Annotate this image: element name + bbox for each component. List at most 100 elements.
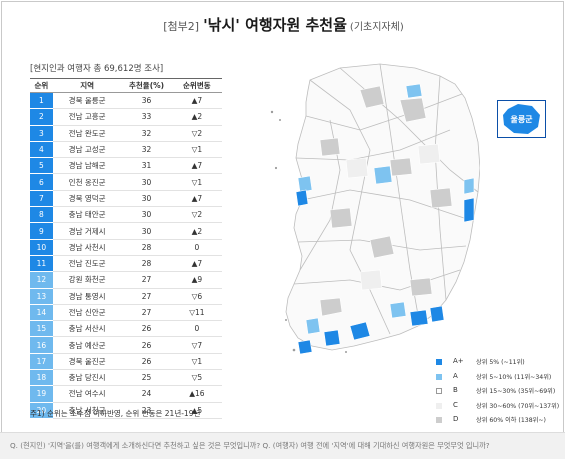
ulleung-inset: 울릉군 [497, 100, 546, 138]
rate-cell: 30 [121, 206, 172, 224]
region-cell: 경북 울진군 [52, 353, 122, 371]
title-suffix: (기초지자체) [349, 22, 404, 33]
rank-cell: 18 [30, 369, 53, 387]
map-region-c [345, 157, 369, 179]
rank-cell: 8 [30, 206, 53, 224]
change-cell: ▲5 [171, 402, 222, 419]
change-cell: ▽11 [171, 304, 222, 322]
rank-cell: 14 [30, 304, 53, 322]
table-row: 20 충남 서천군 23 ▲5 [30, 402, 222, 419]
table-row: 2 전남 고흥군 33 ▲2 [30, 108, 222, 126]
map-region-d [319, 297, 343, 317]
rate-cell: 32 [121, 141, 172, 159]
change-cell: ▽1 [171, 141, 222, 159]
change-cell: ▲7 [171, 157, 222, 175]
map-island [345, 351, 347, 353]
map-region-a [297, 175, 313, 193]
header-rate: 추천율(%) [121, 78, 172, 93]
change-cell: 0 [171, 239, 222, 256]
map-region-d [359, 85, 385, 109]
map-island [279, 119, 281, 121]
survey-note: [현지인과 여행자 총 69,612명 조사] [30, 64, 164, 74]
map-region-a [373, 165, 393, 185]
rank-cell: 17 [30, 353, 53, 371]
map-region-d [319, 137, 341, 157]
rank-cell: 13 [30, 288, 53, 305]
rate-cell: 26 [121, 320, 172, 338]
title-main: '낚시' 여행자원 추천율 [203, 16, 347, 34]
title-prefix: [첨부2] [163, 20, 200, 33]
legend-desc: 상위 15~30% (35위~69위) [476, 388, 556, 395]
change-cell: ▲16 [171, 385, 222, 403]
rate-cell: 30 [121, 190, 172, 208]
map-mainland-outline [285, 63, 481, 351]
map-region-a [463, 177, 475, 195]
rate-cell: 26 [121, 336, 172, 354]
ranking-table-body: 1 경북 울릉군 36 ▲7 2 전남 고흥군 33 ▲2 3 전남 완도군 32 ▽2 4 경남 고성군… [30, 92, 222, 419]
table-row: 8 충남 태안군 30 ▽2 [30, 206, 222, 224]
table-row: 6 인천 옹진군 30 ▽1 [30, 173, 222, 191]
change-cell: 0 [171, 320, 222, 338]
rank-cell: 16 [30, 336, 53, 354]
legend-desc: 상위 30~60% (70위~137위) [476, 402, 560, 410]
region-cell: 경남 남해군 [52, 157, 122, 175]
region-cell: 인천 옹진군 [52, 173, 122, 191]
rank-cell: 5 [30, 157, 53, 175]
page-title: [첨부2] '낚시' 여행자원 추천율 (기초지자체) [0, 14, 567, 35]
table-footnote: 주1) 순위는 소수점 이하반영, 순위 변동은 21년-19년 [30, 409, 201, 418]
change-cell: ▽1 [171, 173, 222, 191]
rate-cell: 28 [121, 239, 172, 256]
map-region-a-plus [409, 309, 429, 327]
legend-code: A+ [453, 357, 464, 365]
legend-code: B [453, 386, 458, 394]
legend-desc: 상위 60% 이하 (138위~) [476, 417, 546, 424]
korea-map [250, 50, 481, 362]
map-region-a-plus [463, 197, 475, 223]
change-cell: ▽2 [171, 206, 222, 224]
legend-code: D [453, 415, 459, 423]
rank-cell: 3 [30, 125, 53, 142]
rank-cell: 6 [30, 173, 53, 191]
region-cell: 전남 고흥군 [52, 108, 122, 126]
table-row: 16 충남 예산군 26 ▽7 [30, 336, 222, 354]
rate-cell: 27 [121, 288, 172, 305]
footer-bar: Q. (현지인) '지역'을(를) 여행객에게 소개하신다면 추천하고 싶은 것… [0, 432, 565, 459]
change-cell: ▽1 [171, 353, 222, 371]
region-cell: 경남 통영시 [52, 288, 122, 305]
region-cell: 전남 여수시 [52, 385, 122, 403]
change-cell: ▲2 [171, 222, 222, 240]
rate-cell: 24 [121, 385, 172, 403]
region-cell: 경북 영덕군 [52, 190, 122, 208]
map-region-a-plus [429, 305, 445, 323]
map-region-d [389, 157, 413, 177]
table-row: 15 충남 서산시 26 0 [30, 320, 222, 338]
change-cell: ▽2 [171, 125, 222, 142]
table-row: 11 전남 진도군 28 ▲7 [30, 255, 222, 273]
map-region-a-plus [349, 321, 371, 341]
ulleung-island-shape [503, 104, 540, 134]
map-region-a [389, 301, 407, 319]
rank-cell: 12 [30, 271, 53, 289]
rate-cell: 36 [121, 92, 172, 110]
region-cell: 전남 진도군 [52, 255, 122, 273]
table-header-row: 순위 지역 추천율(%) 순위변동 [30, 78, 222, 93]
footer-question: Q. (현지인) '지역'을(를) 여행객에게 소개하신다면 추천하고 싶은 것… [10, 441, 490, 450]
region-cell: 전남 신안군 [52, 304, 122, 322]
change-cell: ▽6 [171, 288, 222, 305]
region-cell: 충남 태안군 [52, 206, 122, 224]
rate-cell: 25 [121, 369, 172, 387]
map-island [270, 110, 274, 114]
region-cell: 충남 서천군 [52, 402, 122, 419]
header-region: 지역 [52, 78, 122, 93]
region-cell: 경남 거제시 [52, 222, 122, 240]
rank-cell: 19 [30, 385, 53, 403]
map-region-a [405, 83, 423, 99]
table-row: 7 경북 영덕군 30 ▲7 [30, 190, 222, 208]
rate-cell: 27 [121, 271, 172, 289]
legend-desc: 상위 5% (~11위) [476, 359, 525, 366]
table-row: 17 경북 울진군 26 ▽1 [30, 353, 222, 371]
legend-code: A [453, 371, 458, 380]
map-region-a [305, 317, 321, 335]
change-cell: ▲2 [171, 108, 222, 126]
map-region-d [429, 187, 453, 209]
